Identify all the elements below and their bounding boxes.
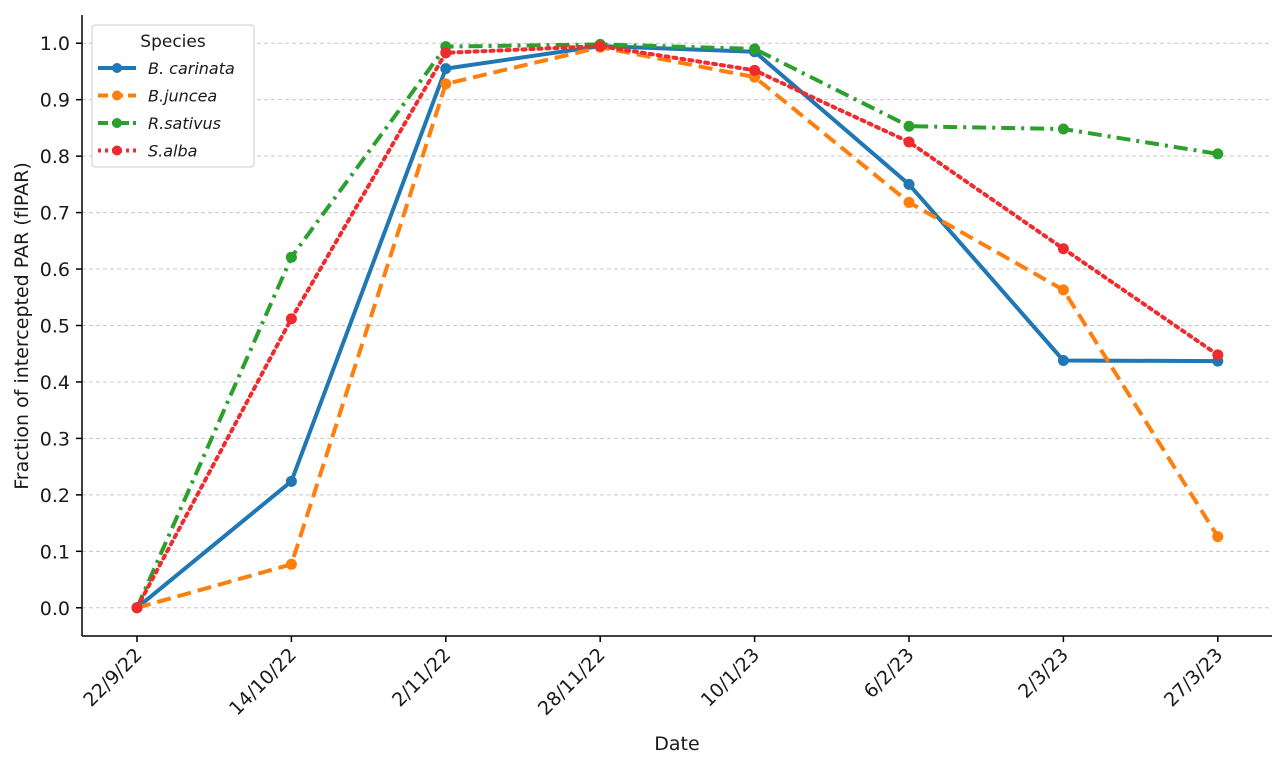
data-point-s-alba — [749, 64, 761, 76]
data-point-b-carinata — [440, 63, 452, 75]
y-tick-label: 0.1 — [40, 541, 70, 563]
legend-marker-b-juncea — [112, 90, 122, 101]
data-point-s-alba — [594, 40, 606, 52]
legend-label-r-sativus: R.sativus — [148, 114, 221, 133]
data-point-b-juncea — [285, 558, 297, 570]
grid-lines — [82, 42, 1272, 609]
series-line-r-sativus — [135, 42, 1219, 609]
y-axis-title: Fraction of intercepted PAR (fIPAR) — [11, 162, 33, 490]
x-tick-label: 28/11/22 — [534, 644, 610, 720]
data-point-b-carinata — [285, 475, 297, 487]
series-line-s-alba — [135, 44, 1220, 610]
y-tick-label: 0.5 — [40, 316, 70, 338]
x-tick-label: 14/10/22 — [225, 644, 301, 720]
legend-label-b-juncea: B.juncea — [148, 87, 217, 106]
y-tick-label: 1.0 — [40, 33, 70, 55]
y-tick-label: 0.3 — [40, 428, 70, 450]
data-point-s-alba — [131, 602, 143, 614]
legend-entries: B. carinata B.juncea R.sativus S.alba — [98, 59, 235, 161]
x-tick-label: 22/9/22 — [79, 644, 146, 711]
data-point-s-alba — [1212, 349, 1224, 361]
data-point-r-sativus — [1057, 123, 1069, 135]
data-point-s-alba — [1057, 243, 1069, 255]
legend-label-s-alba: S.alba — [148, 142, 197, 161]
data-point-s-alba — [285, 313, 297, 325]
y-tick-label: 0.0 — [40, 598, 70, 620]
y-tick-label: 0.2 — [40, 485, 70, 507]
data-point-b-juncea — [440, 78, 452, 90]
y-tick-label: 0.7 — [40, 203, 70, 225]
x-axis-title: Date — [654, 733, 699, 755]
series-layer — [131, 38, 1224, 614]
series-line-b-carinata — [135, 44, 1218, 610]
x-tick-label: 6/2/23 — [860, 644, 919, 703]
x-tick-label: 10/1/23 — [697, 644, 764, 711]
legend-frame — [91, 24, 255, 168]
y-tick-label: 0.9 — [40, 90, 70, 112]
x-tick-label: 2/11/22 — [388, 644, 455, 711]
legend-title: Species — [140, 32, 206, 52]
legend-label-b-carinata: B. carinata — [148, 59, 235, 78]
data-point-s-alba — [903, 136, 915, 148]
legend-marker-r-sativus — [112, 118, 122, 128]
data-point-r-sativus — [749, 43, 761, 55]
y-tick-label: 0.8 — [40, 146, 70, 168]
legend: Species B. carinata B.juncea R.sativus S.al… — [91, 24, 255, 168]
y-tick-label: 0.6 — [40, 259, 70, 281]
data-point-b-carinata — [903, 178, 915, 190]
x-tick-label: 2/3/23 — [1014, 644, 1073, 703]
data-point-b-juncea — [1057, 284, 1069, 296]
data-point-b-juncea — [903, 196, 915, 208]
x-tick-label: 27/3/23 — [1160, 644, 1227, 711]
data-point-r-sativus — [1212, 148, 1224, 160]
legend-marker-s-alba — [112, 145, 122, 156]
series-line-b-juncea — [136, 45, 1220, 610]
data-point-s-alba — [440, 47, 452, 59]
data-point-b-juncea — [1212, 531, 1224, 543]
y-tick-label: 0.4 — [40, 372, 70, 394]
data-point-r-sativus — [285, 251, 297, 263]
data-point-b-carinata — [1057, 355, 1069, 367]
legend-marker-b-carinata — [112, 63, 122, 73]
axes — [76, 15, 1272, 642]
data-point-r-sativus — [903, 120, 915, 132]
